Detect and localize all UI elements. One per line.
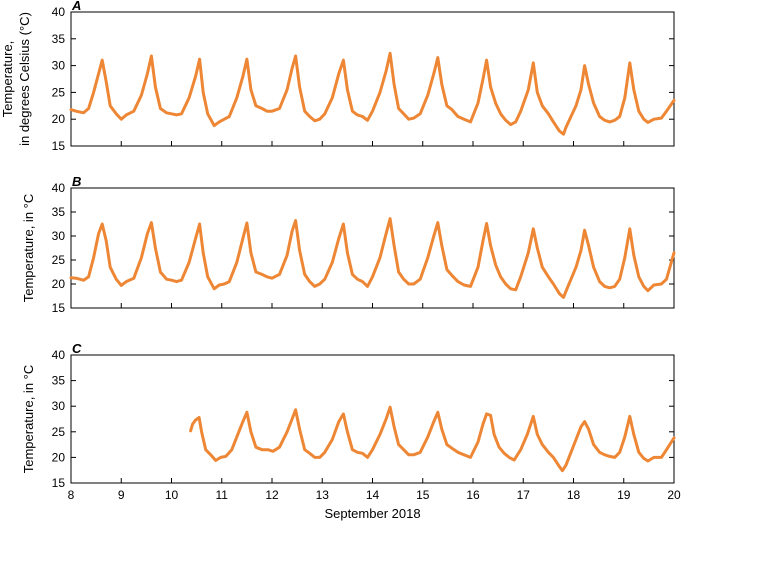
x-tick-label-16: 16 <box>466 488 480 502</box>
y-tick-label-c-20: 20 <box>52 450 66 464</box>
y-tick-label-b-35: 35 <box>52 205 66 219</box>
panel-label-a: A <box>71 0 81 13</box>
x-tick-label-9: 9 <box>118 488 125 502</box>
y-tick-label-b-20: 20 <box>52 277 66 291</box>
x-tick-label-14: 14 <box>366 488 380 502</box>
y-tick-label-a-35: 35 <box>52 32 66 46</box>
panel-a: 15 20 25 30 35 40 A Temperature, in degrees Cels… <box>0 0 676 153</box>
y-axis-title-b: Temperature, in °C <box>21 194 36 303</box>
y-tick-label-a-30: 30 <box>52 59 66 73</box>
y-tick-label-c-15: 15 <box>52 476 66 490</box>
y-tick-label-a-40: 40 <box>52 5 66 19</box>
y-tick-label-a-20: 20 <box>52 112 66 126</box>
y-axis-title-a-line-1: Temperature, <box>0 41 15 118</box>
x-tick-label-20: 20 <box>667 488 681 502</box>
temperature-line-b <box>69 217 676 299</box>
panel-c: 15 20 25 30 35 40 8 9 10 11 12 13 14 15 16 17 18 19 20 Sept… <box>21 341 681 521</box>
x-tick-label-13: 13 <box>316 488 330 502</box>
y-tick-label-c-35: 35 <box>52 374 66 388</box>
x-tick-label-8: 8 <box>68 488 75 502</box>
x-tick-label-19: 19 <box>617 488 631 502</box>
y-tick-label-c-30: 30 <box>52 399 66 413</box>
y-axis-title-c: Temperature, in °C <box>21 365 36 474</box>
y-tick-label-a-25: 25 <box>52 85 66 99</box>
y-tick-label-b-40: 40 <box>52 181 66 195</box>
x-tick-label-11: 11 <box>216 488 229 502</box>
plot-frame-b <box>70 187 675 309</box>
y-tick-label-a-15: 15 <box>52 139 66 153</box>
x-tick-label-15: 15 <box>416 488 430 502</box>
y-tick-label-c-40: 40 <box>52 348 66 362</box>
y-tick-label-b-15: 15 <box>52 301 66 315</box>
plot-frame-c <box>70 354 675 484</box>
panel-b: 15 20 25 30 35 40 B Temperature, in °C <box>21 174 676 315</box>
x-axis-title: September 2018 <box>324 506 420 521</box>
y-tick-label-c-25: 25 <box>52 425 66 439</box>
panel-label-c: C <box>72 341 82 356</box>
panel-label-b: B <box>72 174 81 189</box>
temperature-line-c <box>189 405 676 473</box>
x-tick-label-17: 17 <box>517 488 531 502</box>
x-tick-label-18: 18 <box>567 488 581 502</box>
x-tick-label-12: 12 <box>265 488 279 502</box>
y-tick-label-b-30: 30 <box>52 229 66 243</box>
y-tick-label-b-25: 25 <box>52 253 66 267</box>
y-axis-title-a-line-2: in degrees Celsius (°C) <box>17 12 32 146</box>
temperature-line-a <box>69 51 676 136</box>
x-tick-label-10: 10 <box>165 488 179 502</box>
